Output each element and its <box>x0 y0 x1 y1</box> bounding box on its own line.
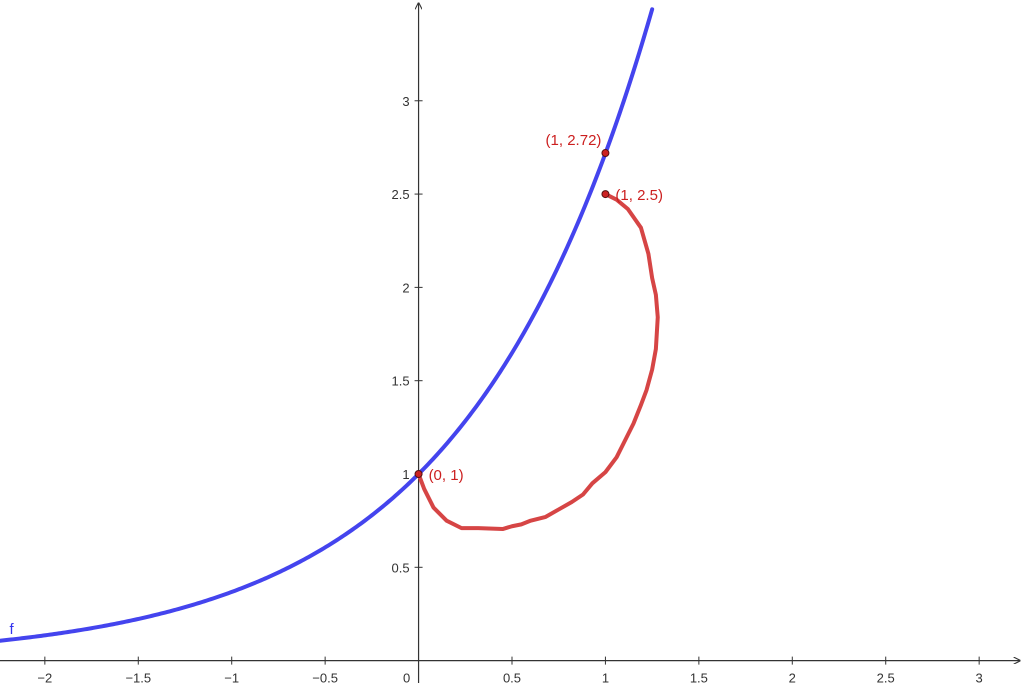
x-tick-label: 0.5 <box>503 671 521 683</box>
x-tick-label: 3 <box>976 671 983 683</box>
y-tick-label: 1 <box>402 467 409 482</box>
x-tick-label: −0.5 <box>312 671 338 683</box>
point-label: (1, 2.72) <box>546 132 602 149</box>
series-line-f <box>0 7 655 643</box>
series-line-freehand <box>416 192 660 532</box>
curve-label-f: f <box>9 621 14 638</box>
x-tick-label: −1 <box>224 671 239 683</box>
x-tick-label: 2.5 <box>877 671 895 683</box>
point-label: (1, 2.5) <box>615 187 663 204</box>
x-tick-label: 1.5 <box>690 671 708 683</box>
x-tick-label: −2 <box>37 671 52 683</box>
x-tick-label: −1.5 <box>125 671 151 683</box>
y-tick-label: 3 <box>402 94 409 109</box>
point-marker <box>414 469 423 478</box>
y-tick-label: 2.5 <box>391 187 409 202</box>
x-tick-label: 1 <box>602 671 609 683</box>
x-tick-label: 0 <box>403 671 410 683</box>
point-marker <box>601 190 610 199</box>
point-marker <box>601 149 610 158</box>
y-tick-label: 2 <box>402 280 409 295</box>
y-tick-label: 0.5 <box>391 560 409 575</box>
point-label: (0, 1) <box>429 467 464 484</box>
x-tick-label: 2 <box>789 671 796 683</box>
y-tick-label: 1.5 <box>391 374 409 389</box>
